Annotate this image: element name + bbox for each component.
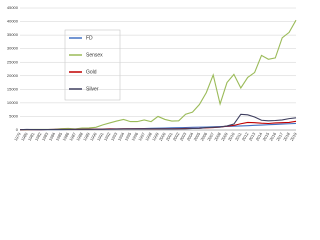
x-tick-label: 1982 [34,131,43,142]
x-tick-label: 1995 [123,131,132,142]
x-tick-label: 1988 [75,131,84,142]
x-tick-label: 1994 [117,131,126,142]
x-tick-label: 2007 [206,131,215,142]
x-tick-label: 1991 [96,131,105,142]
y-tick-label: 45000 [7,5,19,10]
x-tick-label: 2002 [172,131,181,142]
legend-label: FD [86,35,93,41]
x-tick-label: 2009 [220,131,229,142]
x-tick-label: 2012 [241,131,250,142]
x-tick-label: 2018 [282,131,291,142]
line-series [19,113,297,131]
x-tick-label: 1985 [54,131,63,142]
y-tick-label: 35000 [7,32,19,37]
x-tick-label: 1993 [110,131,119,142]
x-tick-label: 2010 [227,131,236,142]
y-tick-label: 15000 [7,86,19,91]
x-tick-label: 1983 [41,131,50,142]
x-tick-label: 2015 [261,131,270,142]
x-tick-label: 1980 [20,131,29,142]
y-tick-label: 30000 [7,46,19,51]
y-tick-label: 0 [16,127,19,132]
x-tick-label: 2008 [213,131,222,142]
y-tick-label: 40000 [7,19,19,24]
x-tick-label: 1981 [27,131,36,142]
x-tick-label: 2003 [179,131,188,142]
y-tick-label: 25000 [7,59,19,64]
x-tick-label: 2017 [275,131,284,142]
x-tick-label: 1992 [103,131,112,142]
x-tick-label: 2000 [158,131,167,142]
x-tick-label: 2019 [289,131,298,142]
chart: 0 5000 10000 15000 20000 25000 30000 35000 40000… [7,5,298,142]
line-series [19,19,297,131]
x-tick-label: 2014 [255,131,264,142]
x-tick-label: 1979 [13,131,22,142]
legend-label: Silver [86,86,99,92]
x-tick-label: 2004 [186,131,195,142]
x-tick-label: 1999 [151,131,160,142]
y-tick-label: 5000 [9,114,19,119]
x-tick-label: 1984 [48,131,57,142]
page: 0 5000 10000 15000 20000 25000 30000 35000 40000… [6,5,299,142]
x-tick-label: 1986 [61,131,70,142]
x-tick-label: 1996 [130,131,139,142]
x-tick-label: 2011 [234,131,243,142]
x-tick-label: 2001 [165,131,174,142]
x-tick-label: 1997 [137,131,146,142]
x-tick-label: 1998 [144,131,153,142]
x-tick-label: 2013 [248,131,257,142]
legend-label: Gold [86,69,97,75]
y-tick-label: 10000 [7,100,19,105]
legend-label: Sensex [86,52,103,58]
x-tick-label: 1989 [82,131,91,142]
x-tick-label: 1990 [89,131,98,142]
y-tick-label: 20000 [7,73,19,78]
x-tick-label: 2016 [268,131,277,142]
x-tick-label: 1987 [68,131,77,142]
x-tick-label: 2005 [192,131,201,142]
x-tick-label: 2006 [199,131,208,142]
